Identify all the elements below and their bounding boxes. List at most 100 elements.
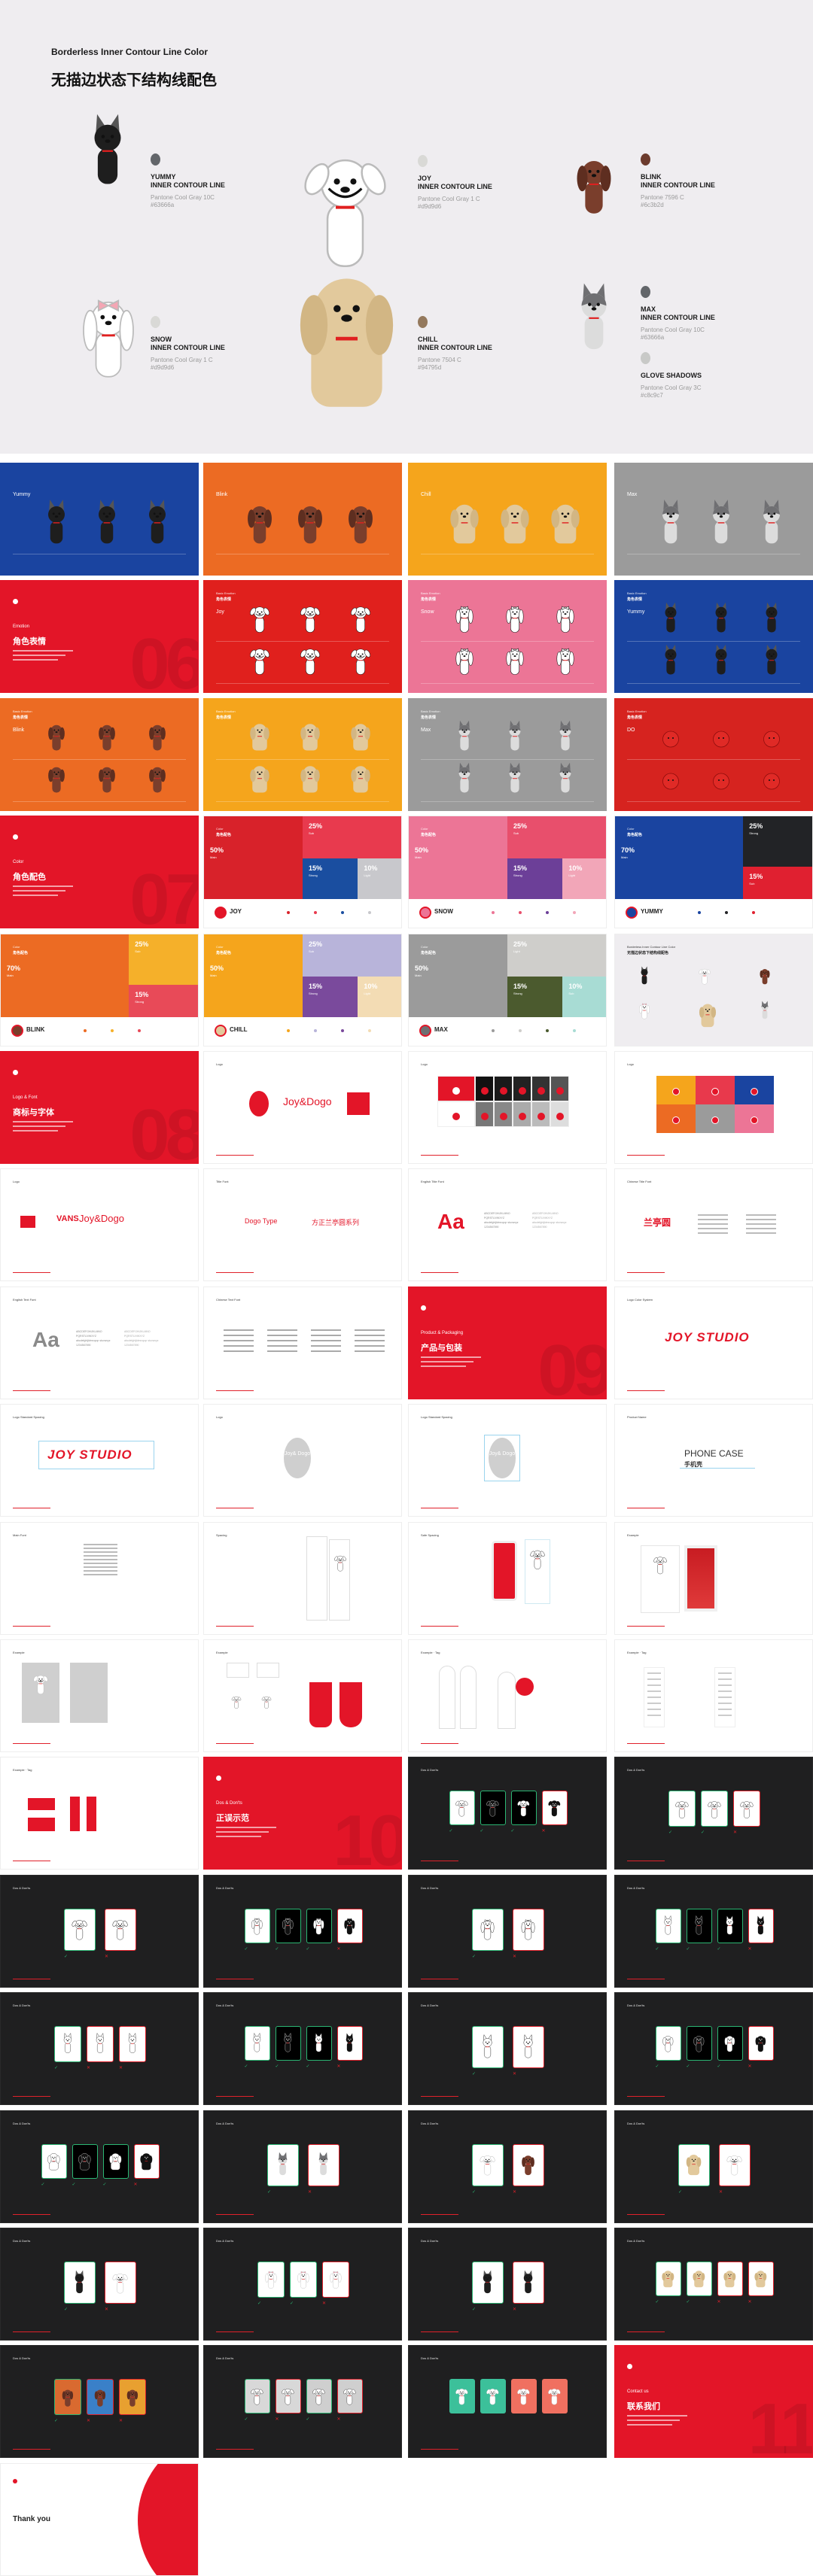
spec-list (84, 1543, 117, 1578)
character-pose (755, 499, 788, 552)
slide-white[interactable]: Chinese Title Font 兰亭圆 (614, 1168, 813, 1282)
slide-color[interactable]: 70% Main 25% Sub 15% Strong Color 角色配色 BLINK (0, 933, 199, 1046)
do-example-card (306, 1908, 332, 1943)
max-character-figure (763, 500, 781, 544)
slide-white[interactable]: Title Font Dogo Type 方正兰亭圆系列 (203, 1168, 402, 1282)
slide-white[interactable]: Logo Color System JOY STUDIO (614, 1286, 813, 1399)
slide-dark[interactable]: Dos & Don'ts ✓ ✕ ✕ (0, 2345, 199, 2459)
slide-white[interactable]: Example (0, 1639, 199, 1752)
slide-white[interactable]: Example · Tag (0, 1757, 199, 1870)
contour-color-label: MAX INNER CONTOUR LINE Pantone Cool Gray 1… (641, 305, 715, 342)
slide-eyebrow: Logo Standard Spacing (421, 1415, 452, 1420)
slide-white[interactable]: Logo Joy& Dogo (203, 1404, 402, 1517)
joy-character-figure (455, 1800, 468, 1817)
slide-char[interactable]: Basic Emotion 角色表情 Joy (203, 580, 402, 694)
slide-divider[interactable]: Dos & Don'ts 正误示范 10 (203, 1757, 402, 1870)
slide-white[interactable]: Logo VANS Joy&Dogo (0, 1168, 199, 1282)
do-character-figure (763, 731, 781, 748)
slide-dark[interactable]: Dos & Don'ts ✓ ✕ (408, 2110, 607, 2223)
slide-white[interactable]: Logo Standard Spacing JOY STUDIO (0, 1404, 199, 1517)
dont-example-card (87, 2379, 114, 2416)
slide-white[interactable]: Main Font (0, 1521, 199, 1635)
character-icon (215, 907, 227, 919)
slide-white[interactable]: Logo (614, 1051, 813, 1164)
slide-char[interactable]: Basic Emotion 角色表情 DO (614, 697, 813, 811)
logo-variant (475, 1076, 494, 1101)
slide-char[interactable]: Basic Emotion 角色表情 (203, 697, 402, 811)
character-row (234, 646, 386, 682)
slide-char[interactable]: Chill (408, 463, 607, 576)
slide-white[interactable]: Example · Tag (614, 1639, 813, 1752)
slide-char[interactable]: Yummy (0, 463, 199, 576)
slide-dark[interactable]: Dos & Don'ts ✓ ✓ ✕ ✕ (614, 2228, 813, 2341)
footer-line (421, 2096, 458, 2098)
slide-white[interactable]: Logo (408, 1051, 607, 1164)
slide-dark[interactable]: Dos & Don'ts ✓ ✕ ✓ ✕ (203, 2345, 402, 2459)
slide-divider[interactable]: Emotion 角色表情 06 (0, 580, 199, 694)
slide-color[interactable]: 50% Main 25% Sub 15% Strong 10% Light Color 角色配色 S… (408, 816, 607, 929)
slide-char[interactable]: Basic Emotion 角色表情 Max (408, 697, 607, 811)
slide-char[interactable]: Max (614, 463, 813, 576)
slide-white[interactable]: English Title Font Aa ABCDEFGHIJKLMNO PQRS… (408, 1168, 607, 1282)
slide-char[interactable]: Basic Emotion 角色表情 Blink (0, 697, 199, 811)
slide-char[interactable]: Blink (203, 463, 402, 576)
slide-white[interactable]: Logo Standard Spacing Joy& Dogo (408, 1404, 607, 1517)
color-percentage: 25% (749, 822, 763, 831)
slide-white[interactable]: Safe Spacing (408, 1521, 607, 1635)
slide-color[interactable]: 70% Main 25% Strong 15% Sub Color 角色配色 YUMMY (614, 816, 813, 929)
ground-line (627, 800, 800, 802)
slide-dark[interactable]: Dos & Don'ts ✓ ✓ ✕ (203, 2228, 402, 2341)
slide-white[interactable]: English Text Font Aa ABCDEFGHIJKLMNO PQRST… (0, 1286, 199, 1399)
slide-char[interactable]: Basic Emotion 角色表情 Yummy (614, 580, 813, 694)
pantone-code: Pantone 7504 C (418, 357, 461, 363)
cross-icon: ✕ (322, 2301, 327, 2306)
snow-character-figure (282, 1918, 294, 1935)
yummy-character-figure (766, 645, 778, 675)
slide-white[interactable]: Product Name PHONE CASE 手机壳 (614, 1404, 813, 1517)
slide-dark[interactable]: Dos & Don'ts ✓ ✓ ✓ ✕ (614, 1992, 813, 2106)
color-percentage: 25% (135, 940, 149, 948)
slide-dark[interactable]: Dos & Don'ts ✓ ✓ ✓ ✕ (0, 2110, 199, 2223)
slide-dark[interactable]: Dos & Don'ts ✓ ✕ (0, 2228, 199, 2341)
slide-dark[interactable]: Dos & Don'ts (408, 2345, 607, 2459)
slide-thanks[interactable]: Thank you (0, 2462, 199, 2576)
slide-dark[interactable]: Dos & Don'ts ✓ ✕ (614, 2110, 813, 2223)
joy-character-figure (231, 1697, 242, 1709)
yummy-character-figure (715, 603, 727, 633)
character-name: Yummy (13, 492, 31, 497)
slide-dark[interactable]: Dos & Don'ts ✓ ✕ (408, 1874, 607, 1988)
hex-code: #63666a (151, 202, 175, 208)
slide-color[interactable]: 50% Main 25% Light 15% Strong 10% Sub Color 角色配色 M… (408, 933, 607, 1046)
slide-dark[interactable]: Dos & Don'ts ✓ ✕ (408, 2228, 607, 2341)
slide-color[interactable]: 50% Main 25% Sub 15% Strong 10% Light Color 角色配色 C… (203, 933, 402, 1046)
slide-dark[interactable]: Dos & Don'ts ✓ ✕ (408, 1992, 607, 2106)
check-icon: ✓ (701, 1830, 705, 1836)
slide-white[interactable]: Chinese Text Font (203, 1286, 402, 1399)
slide-dark[interactable]: Dos & Don'ts ✓ ✓ ✓ ✕ (408, 1757, 607, 1870)
slide-divider[interactable]: Logo & Font 商标与字体 08 (0, 1051, 199, 1164)
keychain (231, 1694, 242, 1714)
slide-divider[interactable]: Product & Packaging 产品与包装 09 (408, 1286, 607, 1399)
slide-mini[interactable]: Borderless Inner Contour Line Color 无描边状态… (614, 933, 813, 1046)
snow-character-figure (481, 1919, 495, 1940)
slide-color[interactable]: 50% Main 25% Sub 15% Strong 10% Light Color 角色配色 J… (203, 816, 402, 929)
slide-dark[interactable]: Dos & Don'ts ✓ ✓ ✓ ✕ (614, 1874, 813, 1988)
footer-line (216, 1390, 254, 1391)
slide-white[interactable]: Example · Tag (408, 1639, 607, 1752)
slide-eyebrow: Chinese Title Font (627, 1180, 652, 1184)
check-icon: ✓ (64, 1954, 69, 1959)
slide-white[interactable]: Example (203, 1639, 402, 1752)
slide-white[interactable]: Logo Joy&Dogo (203, 1051, 402, 1164)
slide-divider[interactable]: Color 角色配色 07 (0, 816, 199, 929)
slide-dark[interactable]: Dos & Don'ts ✓ ✕ (0, 1874, 199, 1988)
slide-char[interactable]: Basic Emotion 角色表情 Snow (408, 580, 607, 694)
slide-dark[interactable]: Dos & Don'ts ✓ ✓ ✓ ✕ (203, 1992, 402, 2106)
slide-white[interactable]: Spacing (203, 1521, 402, 1635)
slide-divider[interactable]: Contact us 联系我们 11 (614, 2345, 813, 2459)
slide-dark[interactable]: Dos & Don'ts ✓ ✕ ✕ (0, 1992, 199, 2106)
slide-dark[interactable]: Dos & Don'ts ✓ ✓ ✓ ✕ (203, 1874, 402, 1988)
slide-white[interactable]: Example (614, 1521, 813, 1635)
section-description (13, 886, 73, 899)
slide-dark[interactable]: Dos & Don'ts ✓ ✕ (203, 2110, 402, 2223)
slide-dark[interactable]: Dos & Don'ts ✓ ✓ ✕ (614, 1757, 813, 1870)
